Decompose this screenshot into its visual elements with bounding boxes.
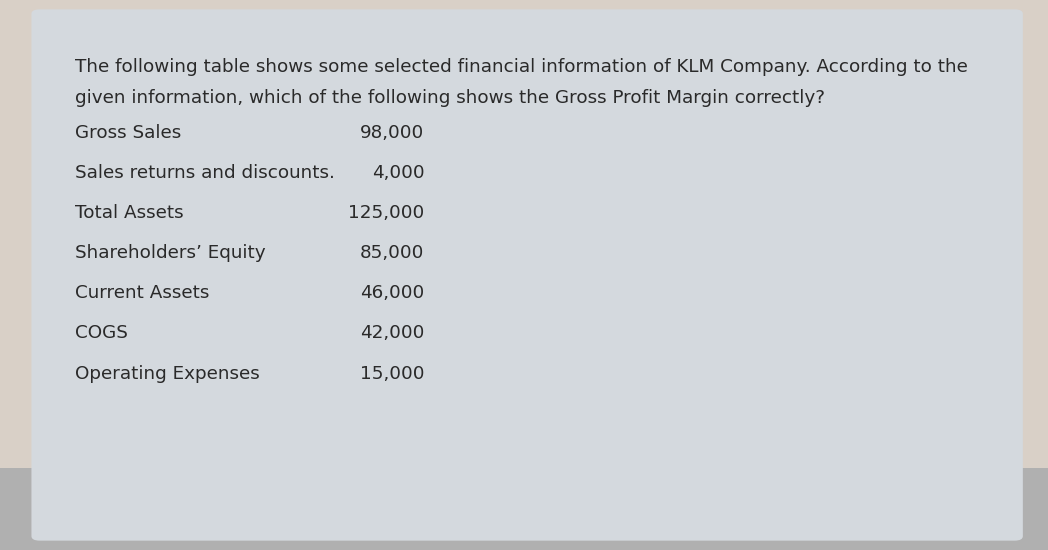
Text: 85,000: 85,000 (361, 244, 424, 262)
Text: 125,000: 125,000 (348, 204, 424, 222)
Text: 98,000: 98,000 (361, 124, 424, 142)
Text: Total Assets: Total Assets (75, 204, 184, 222)
Text: 42,000: 42,000 (361, 324, 424, 343)
Text: Gross Sales: Gross Sales (75, 124, 181, 142)
Text: 4,000: 4,000 (372, 164, 424, 182)
Text: The following table shows some selected financial information of KLM Company. Ac: The following table shows some selected … (75, 58, 968, 76)
Text: Current Assets: Current Assets (75, 284, 210, 303)
Text: 15,000: 15,000 (359, 365, 424, 383)
Text: given information, which of the following shows the Gross Profit Margin correctl: given information, which of the followin… (75, 89, 826, 107)
Text: COGS: COGS (75, 324, 128, 343)
Text: Shareholders’ Equity: Shareholders’ Equity (75, 244, 266, 262)
Text: 46,000: 46,000 (361, 284, 424, 303)
Text: Sales returns and discounts.: Sales returns and discounts. (75, 164, 335, 182)
Text: Operating Expenses: Operating Expenses (75, 365, 260, 383)
